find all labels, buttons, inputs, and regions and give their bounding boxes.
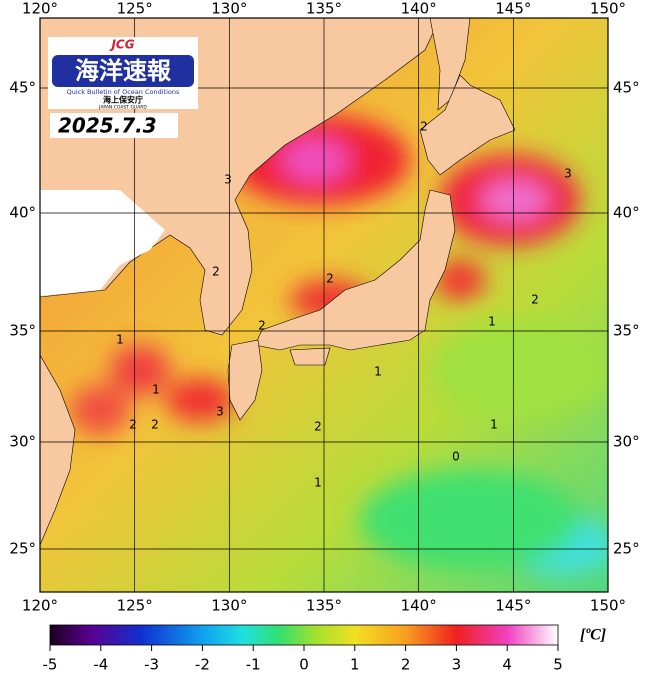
contour-label: 3 — [224, 173, 232, 187]
logo-banner — [52, 55, 194, 87]
lon-label-bottom: 130° — [211, 597, 247, 615]
contour-label: 2 — [420, 120, 428, 134]
lat-label-left: 40° — [9, 204, 36, 222]
colorbar-tick-label: 5 — [553, 656, 563, 674]
china-coast — [40, 354, 76, 546]
hokkaido — [419, 74, 516, 176]
contour-label: 2 — [531, 293, 539, 307]
lat-label-left: 45° — [9, 79, 36, 97]
lon-label-bottom: 145° — [495, 597, 531, 615]
lat-label-right: 40° — [613, 204, 640, 222]
colorbar-tick-label: 2 — [401, 656, 411, 674]
contour-label: 1 — [374, 365, 382, 379]
logo-title: 海洋速報 — [75, 57, 172, 85]
lon-label-bottom: 140° — [401, 597, 437, 615]
lon-label-bottom: 120° — [22, 597, 58, 615]
logo: JCG 海洋速報 Quick Bulletin of Ocean Conditi… — [48, 37, 198, 111]
lon-label-top: 125° — [117, 0, 153, 18]
contour-label: 2 — [212, 265, 220, 279]
lat-label-right: 45° — [613, 79, 640, 97]
logo-agency-en: JAPAN COAST GUARD — [98, 105, 147, 111]
contour-label: 1 — [488, 315, 496, 329]
lon-label-bottom: 125° — [117, 597, 153, 615]
colorbar-tick-label: 0 — [299, 656, 309, 674]
colorbar-tick-label: 1 — [350, 656, 360, 674]
contour-label: 2 — [258, 319, 266, 333]
lon-label-top: 135° — [306, 0, 342, 18]
colorbar-tick-label: -2 — [195, 656, 210, 674]
honshu — [254, 189, 456, 351]
lon-label-top: 145° — [495, 0, 531, 18]
axis-labels: 120°120°125°125°130°130°135°135°140°140°… — [9, 0, 639, 615]
date: 2025.7.3 — [58, 114, 157, 138]
contour-label: 2 — [314, 420, 322, 434]
colorbar-unit: [ºC] — [580, 627, 606, 644]
lat-label-left: 30° — [9, 433, 36, 451]
kyushu — [227, 339, 263, 421]
contour-label: 1 — [314, 476, 322, 490]
contour-label: 1 — [152, 383, 160, 397]
colorbar-tick-label: -3 — [144, 656, 159, 674]
contour-label: 0 — [452, 450, 460, 464]
contour-label: 2 — [151, 418, 159, 432]
contour-label: 3 — [216, 405, 224, 419]
contour-label: 1 — [490, 418, 498, 432]
lon-label-top: 130° — [211, 0, 247, 18]
logo-mark: JCG — [109, 38, 134, 52]
no-data-area — [40, 190, 165, 296]
lon-label-top: 120° — [22, 0, 58, 18]
lat-label-right: 35° — [613, 322, 640, 340]
map-area — [40, 18, 608, 592]
contour-label: 1 — [116, 333, 124, 347]
lon-label-bottom: 135° — [306, 597, 342, 615]
colorbar-tick-label: -4 — [93, 656, 108, 674]
lon-label-top: 150° — [590, 0, 626, 18]
colorbar-tick-label: 3 — [452, 656, 462, 674]
shikoku — [289, 347, 331, 366]
contour-label: 2 — [129, 418, 137, 432]
colorbar — [49, 624, 559, 646]
colorbar-tick-label: -5 — [43, 656, 58, 674]
map-frame — [39, 17, 609, 593]
lon-label-bottom: 150° — [590, 597, 626, 615]
logo-agency: 海上保安庁 — [103, 95, 143, 105]
lat-label-right: 30° — [613, 433, 640, 451]
colorbar-tick-label: -1 — [246, 656, 261, 674]
contour-label: 2 — [326, 272, 334, 286]
logo-subtitle: Quick Bulletin of Ocean Conditions — [67, 88, 180, 96]
lat-label-left: 35° — [9, 322, 36, 340]
lat-label-left: 25° — [9, 540, 36, 558]
date-box — [50, 113, 178, 138]
lat-label-right: 25° — [613, 540, 640, 558]
lon-label-top: 140° — [401, 0, 437, 18]
colorbar-tick-label: 4 — [502, 656, 512, 674]
contour-label: 3 — [564, 167, 572, 181]
